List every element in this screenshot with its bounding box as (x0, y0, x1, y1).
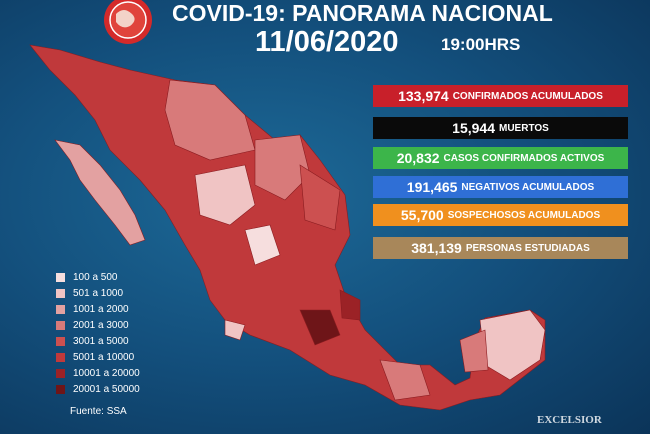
legend-item: 100 a 500 (56, 272, 118, 283)
mexico-states (29, 44, 546, 411)
source: Fuente: SSA (70, 406, 127, 417)
stat-value: 191,465 (406, 179, 458, 195)
brand: EXCELSIOR (537, 414, 602, 426)
stat-box: 191,465 NEGATIVOS ACUMULADOS (373, 176, 628, 198)
legend-swatch (56, 321, 65, 330)
stat-label: PERSONAS ESTUDIADAS (465, 242, 590, 254)
stat-label: SOSPECHOSOS ACUMULADOS (447, 209, 601, 221)
legend-item: 5001 a 10000 (56, 352, 134, 363)
legend-swatch (56, 337, 65, 346)
stat-box: 133,974 CONFIRMADOS ACUMULADOS (373, 85, 628, 107)
legend-item: 3001 a 5000 (56, 336, 129, 347)
stat-value: 15,944 (452, 120, 495, 136)
legend-item: 20001 a 50000 (56, 384, 140, 395)
stat-box: 15,944 MUERTOS (373, 117, 628, 139)
legend-label: 20001 a 50000 (73, 384, 140, 395)
stat-box: 381,139 PERSONAS ESTUDIADAS (373, 237, 628, 259)
title: COVID-19: PANORAMA NACIONAL (172, 0, 553, 26)
legend-label: 10001 a 20000 (73, 368, 140, 379)
stat-value: 55,700 (400, 207, 444, 223)
stat-box: 20,832 CASOS CONFIRMADOS ACTIVOS (373, 147, 628, 169)
stat-value: 20,832 (396, 150, 440, 166)
legend-item: 1001 a 2000 (56, 304, 129, 315)
legend-swatch (56, 289, 65, 298)
legend-label: 3001 a 5000 (73, 336, 129, 347)
date: 11/06/2020 (255, 26, 399, 58)
stat-label: CONFIRMADOS ACUMULADOS (452, 90, 603, 102)
legend-swatch (56, 353, 65, 362)
globe-icon (104, 0, 152, 44)
stat-label: NEGATIVOS ACUMULADOS (461, 181, 595, 193)
legend-swatch (56, 385, 65, 394)
legend-label: 501 a 1000 (73, 288, 124, 299)
stat-value: 381,139 (411, 240, 462, 256)
legend-label: 2001 a 3000 (73, 320, 129, 331)
legend-item: 10001 a 20000 (56, 368, 140, 379)
stat-value: 133,974 (398, 88, 449, 104)
legend-item: 501 a 1000 (56, 288, 123, 299)
time: 19:00HRS (441, 35, 521, 54)
legend-label: 100 a 500 (73, 272, 118, 283)
legend-label: 1001 a 2000 (73, 304, 129, 315)
legend-swatch (56, 305, 65, 314)
stat-label: CASOS CONFIRMADOS ACTIVOS (443, 152, 605, 164)
stat-box: 55,700 SOSPECHOSOS ACUMULADOS (373, 204, 628, 226)
stat-label: MUERTOS (499, 122, 549, 134)
legend-label: 5001 a 10000 (73, 352, 135, 363)
legend-swatch (56, 369, 65, 378)
legend-swatch (56, 273, 65, 282)
legend-item: 2001 a 3000 (56, 320, 129, 331)
